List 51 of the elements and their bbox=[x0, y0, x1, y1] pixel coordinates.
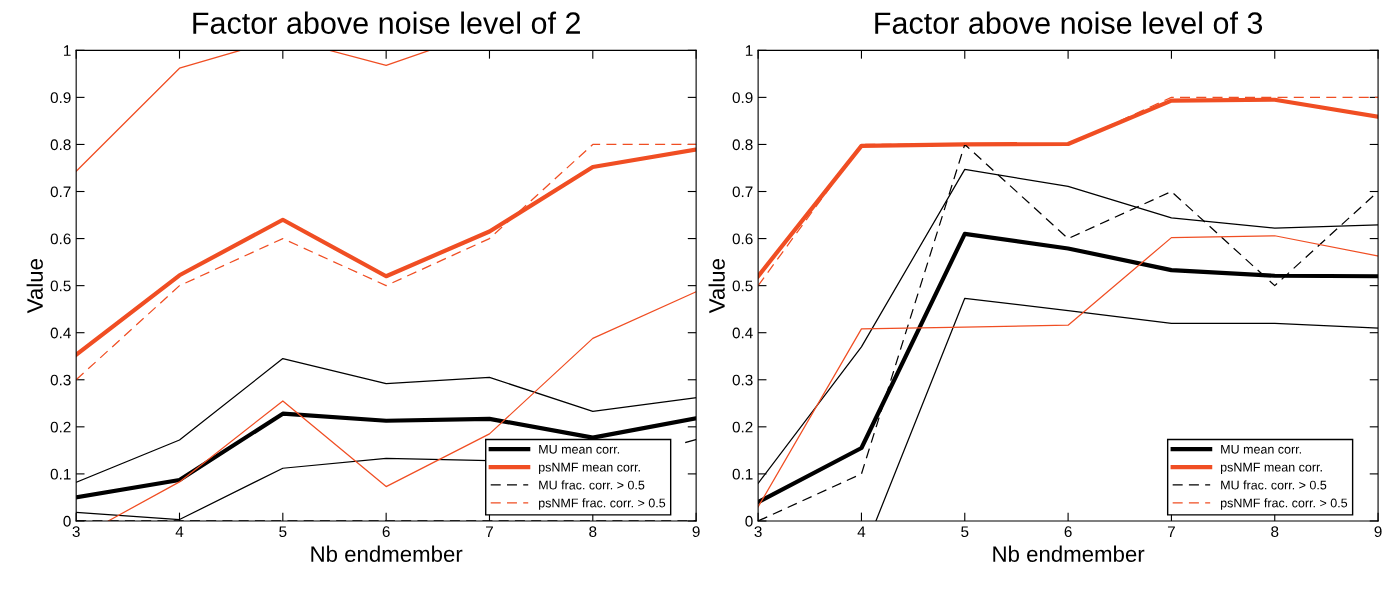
x-tick-label: 8 bbox=[1271, 526, 1279, 538]
y-tick-label: 0.8 bbox=[732, 139, 753, 151]
y-tick-label: 0.1 bbox=[732, 468, 753, 480]
x-tick-label: 5 bbox=[279, 526, 287, 538]
x-tick-label: 6 bbox=[1064, 526, 1072, 538]
x-tick-label: 9 bbox=[1374, 526, 1382, 538]
legend-label: psNMF frac. corr. > 0.5 bbox=[1220, 498, 1348, 510]
y-tick-label: 0.3 bbox=[50, 374, 71, 386]
y-tick-label: 0.2 bbox=[50, 421, 71, 433]
y-tick-label: 0.5 bbox=[732, 280, 753, 292]
y-tick-label: 1 bbox=[63, 45, 71, 56]
legend-label: MU mean corr. bbox=[1221, 444, 1301, 454]
y-tick-label: 0.8 bbox=[50, 139, 71, 151]
y-tick-label: 0 bbox=[745, 515, 753, 527]
x-tick-label: 5 bbox=[961, 526, 969, 538]
chart-title: Factor above noise level of 3 bbox=[875, 11, 1263, 34]
y-axis-title: Value bbox=[708, 259, 725, 314]
line-series bbox=[107, 291, 697, 521]
x-tick-label: 7 bbox=[486, 526, 493, 537]
legend-label: psNMF frac. corr. > 0.5 bbox=[539, 498, 666, 510]
y-tick-label: 0.4 bbox=[50, 327, 71, 339]
y-tick-label: 1 bbox=[745, 45, 753, 56]
y-tick-label: 0.1 bbox=[50, 468, 71, 480]
x-tick-label: 3 bbox=[754, 526, 762, 538]
chart-title: Factor above noise level of 2 bbox=[193, 11, 580, 34]
x-tick-label: 7 bbox=[1167, 526, 1175, 537]
x-axis-title: Nb endmember bbox=[993, 545, 1145, 562]
x-tick-label: 3 bbox=[72, 526, 80, 538]
y-tick-label: 0.2 bbox=[732, 421, 753, 433]
y-tick-label: 0.9 bbox=[732, 92, 753, 104]
y-tick-label: 0.6 bbox=[50, 233, 71, 245]
y-tick-label: 0 bbox=[63, 515, 71, 527]
x-tick-label: 4 bbox=[175, 526, 184, 537]
y-tick-label: 0.7 bbox=[732, 186, 753, 198]
x-tick-label: 4 bbox=[857, 526, 866, 537]
x-tick-label: 9 bbox=[692, 526, 700, 538]
x-tick-label: 6 bbox=[382, 526, 390, 538]
y-tick-label: 0.9 bbox=[50, 92, 71, 104]
y-axis-title: Value bbox=[26, 259, 43, 314]
legend-label: MU frac. corr. > 0.5 bbox=[539, 480, 645, 490]
legend-label: MU frac. corr. > 0.5 bbox=[1221, 480, 1327, 490]
y-tick-label: 0.3 bbox=[732, 374, 753, 386]
legend-label: psNMF mean corr. bbox=[1220, 462, 1322, 475]
y-tick-label: 0.4 bbox=[732, 327, 753, 339]
y-tick-label: 0.5 bbox=[50, 280, 71, 292]
y-tick-label: 0.7 bbox=[50, 186, 71, 198]
legend-label: psNMF mean corr. bbox=[539, 462, 640, 475]
legend-label: MU mean corr. bbox=[539, 444, 620, 454]
x-tick-label: 8 bbox=[589, 526, 597, 538]
x-axis-title: Nb endmember bbox=[311, 545, 463, 562]
y-tick-label: 0.6 bbox=[732, 233, 753, 245]
